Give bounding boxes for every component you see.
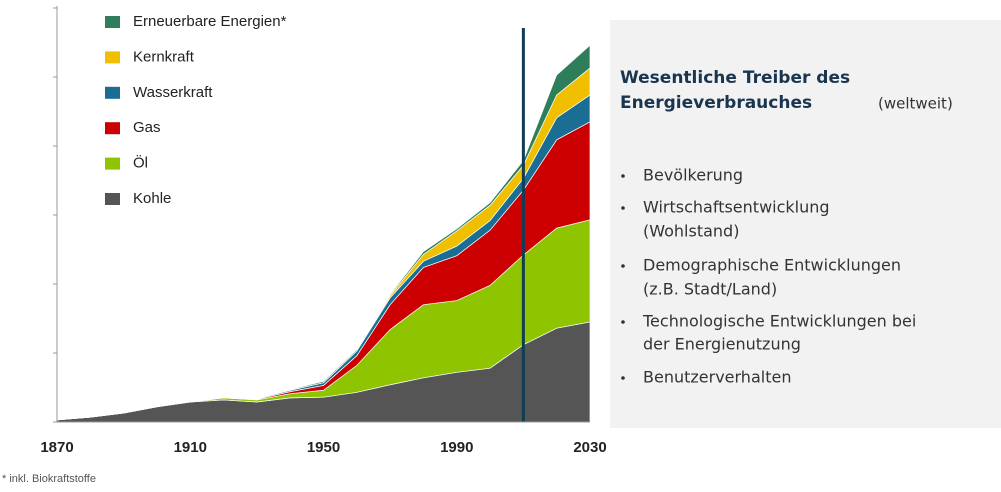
legend-label: Kohle — [133, 190, 171, 207]
area — [56, 44, 591, 421]
legend-swatch — [105, 122, 120, 135]
panel-bullet: Demographische Entwicklungen — [643, 256, 901, 275]
x-tick-label: 1990 — [440, 439, 473, 456]
bullet — [621, 174, 625, 178]
x-tick-label: 1870 — [40, 439, 73, 456]
panel-bullet: der Energienutzung — [643, 335, 801, 354]
footnote: * inkl. Biokraftstoffe — [2, 473, 96, 485]
panel-bullet: Technologische Entwicklungen bei — [642, 312, 916, 331]
x-tick-label: 2030 — [573, 439, 606, 456]
legend-swatch — [105, 193, 120, 205]
bullet — [621, 206, 625, 210]
legend-swatch — [105, 16, 120, 28]
panel-title: Wesentliche Treiber des — [620, 68, 850, 88]
legend-swatch — [105, 86, 120, 99]
legend-label: Gas — [133, 119, 161, 136]
legend-swatch — [105, 157, 120, 170]
x-tick-label: 1950 — [307, 439, 340, 456]
legend-label: Erneuerbare Energien* — [133, 13, 287, 30]
legend-label: Öl — [133, 154, 148, 172]
x-tick-label: 1910 — [174, 439, 207, 456]
panel-bullet: Benutzerverhalten — [643, 368, 791, 387]
panel-bg — [610, 20, 1001, 428]
panel-bullet: (z.B. Stadt/Land) — [643, 280, 777, 299]
panel-subtitle: (weltweit) — [878, 95, 953, 113]
bullet — [621, 376, 625, 380]
legend-swatch — [105, 51, 120, 64]
panel-title: Energieverbrauches — [620, 93, 812, 113]
bullet — [621, 264, 625, 268]
legend-label: Kernkraft — [133, 48, 195, 65]
panel-bullet: Wirtschaftsentwicklung — [643, 198, 830, 217]
panel-bullet: Bevölkerung — [643, 166, 743, 185]
bullet — [621, 320, 625, 324]
panel-bullet: (Wohlstand) — [643, 222, 739, 241]
legend-label: Wasserkraft — [133, 84, 213, 101]
